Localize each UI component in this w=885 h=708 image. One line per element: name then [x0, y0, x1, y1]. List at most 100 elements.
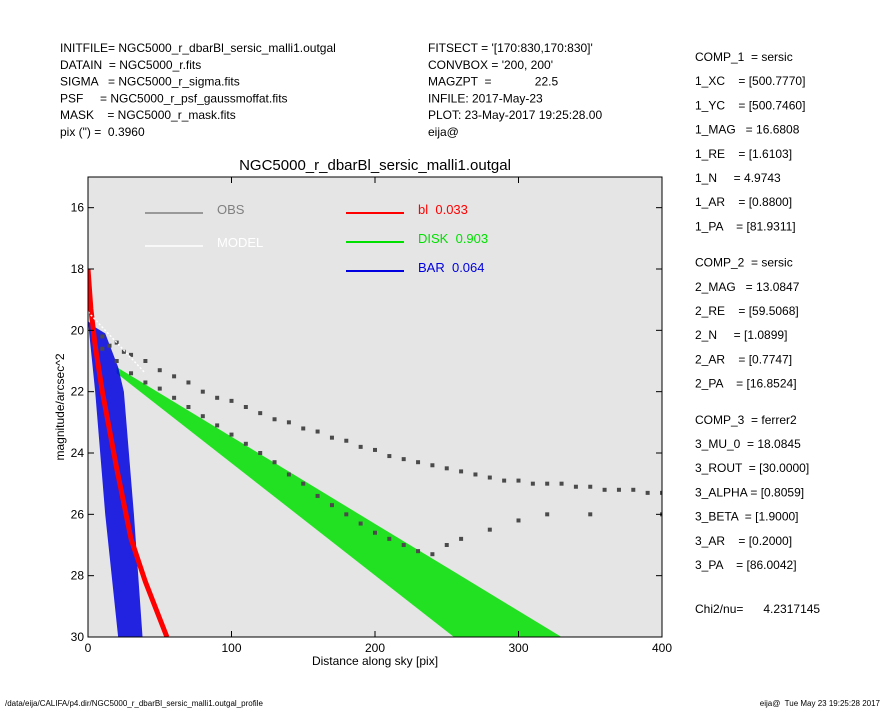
legend-fraction: 0.903 [456, 231, 489, 246]
component-param: 3_BETA = [1.9000] [695, 510, 799, 524]
obs-point [215, 423, 220, 428]
obs-point [602, 487, 607, 492]
obs-point [444, 543, 449, 547]
y-tick-label: 20 [71, 323, 85, 337]
component-param: 3_ROUT = [30.0000] [695, 461, 809, 475]
obs-point [100, 346, 105, 351]
obs-point [157, 386, 162, 391]
obs-point [545, 481, 550, 486]
obs-point [243, 441, 248, 446]
header-line: PLOT: 23-May-2017 19:25:28.00 [428, 108, 602, 122]
component-param: 2_MAG = 13.0847 [695, 280, 800, 294]
obs-point [121, 349, 126, 354]
obs-point [344, 512, 349, 517]
obs-point [143, 359, 148, 363]
header-line: INITFILE= NGC5000_r_dbarBl_sersic_malli1… [60, 41, 336, 55]
obs-point [286, 420, 291, 425]
y-tick-label: 22 [71, 385, 85, 399]
component-param: COMP_2 = sersic [695, 256, 793, 270]
x-tick-label: 100 [221, 641, 241, 655]
obs-point [129, 371, 134, 376]
legend-label: BAR 0.064 [418, 260, 485, 275]
obs-point [100, 334, 105, 339]
obs-point [272, 417, 277, 422]
obs-point [344, 438, 349, 443]
obs-point [487, 475, 492, 480]
x-tick-label: 400 [652, 641, 672, 655]
component-param: COMP_1 = sersic [695, 50, 793, 64]
obs-point [645, 490, 650, 495]
obs-point [631, 487, 636, 492]
chi2: Chi2/nu= 4.2317145 [695, 602, 820, 616]
x-tick-label: 300 [508, 641, 528, 655]
legend-name: BAR [418, 260, 445, 275]
obs-point [459, 469, 464, 474]
obs-point [373, 447, 377, 452]
component-param: 2_AR = [0.7747] [695, 352, 792, 366]
header-line: MASK = NGC5000_r_mask.fits [60, 108, 236, 122]
obs-point [315, 493, 320, 498]
header-line: CONVBOX = '200, 200' [428, 58, 553, 72]
obs-point [358, 444, 363, 449]
obs-point [229, 398, 234, 403]
legend-name: DISK [418, 231, 449, 246]
obs-point [143, 380, 148, 385]
obs-point [358, 521, 363, 526]
obs-point [660, 490, 662, 495]
legend-fraction: 0.064 [452, 260, 485, 275]
obs-point [186, 405, 191, 409]
component-param: 1_YC = [500.7460] [695, 98, 805, 112]
component-param: 1_AR = [0.8800] [695, 195, 792, 209]
header-line: pix (") = 0.3960 [60, 125, 145, 139]
y-tick-label: 18 [71, 262, 85, 276]
y-tick-label: 26 [71, 507, 85, 521]
obs-point [588, 484, 593, 489]
y-tick-label: 16 [71, 201, 85, 215]
obs-point [616, 487, 621, 492]
obs-point [401, 543, 406, 547]
obs-point [243, 405, 248, 409]
component-param: 2_PA = [16.8524] [695, 377, 797, 391]
plot-content [88, 268, 662, 637]
obs-point [487, 527, 492, 532]
header-line: FITSECT = '[170:830,170:830]' [428, 41, 593, 55]
obs-point [430, 463, 435, 468]
obs-point [573, 484, 578, 489]
obs-point [401, 457, 406, 462]
obs-point [229, 432, 234, 437]
legend-label: MODEL [217, 235, 263, 250]
obs-point [459, 536, 464, 541]
obs-point [530, 481, 535, 486]
x-tick-label: 0 [85, 641, 92, 655]
obs-point [200, 389, 205, 394]
y-tick-label: 24 [71, 446, 85, 460]
legend-name: OBS [217, 202, 245, 217]
obs-point [315, 429, 320, 434]
obs-point [172, 395, 177, 400]
obs-point [114, 359, 119, 363]
component-param: 3_ALPHA = [0.8059] [695, 485, 804, 499]
legend-name: MODEL [217, 235, 263, 250]
obs-point [559, 481, 564, 486]
obs-point [200, 414, 205, 419]
obs-point [286, 472, 291, 477]
component-band [116, 367, 562, 637]
obs-point [129, 352, 134, 357]
obs-point [258, 411, 263, 416]
obs-point [502, 478, 507, 483]
legend-fraction: 0.033 [435, 202, 468, 217]
obs-point [157, 368, 162, 373]
legend-label: DISK 0.903 [418, 231, 488, 246]
header-line: MAGZPT = 22.5 [428, 75, 558, 89]
header-line: SIGMA = NGC5000_r_sigma.fits [60, 75, 240, 89]
obs-point [329, 503, 334, 508]
component-param: 1_MAG = 16.6808 [695, 123, 800, 137]
obs-point [186, 380, 191, 385]
header-line: INFILE: 2017-May-23 [428, 91, 543, 105]
obs-point [215, 395, 220, 400]
component-param: 3_AR = [0.2000] [695, 534, 792, 548]
header-line: DATAIN = NGC5000_r.fits [60, 58, 201, 72]
y-axis-label: magnitude/arcsec^2 [53, 353, 67, 460]
header-line: PSF = NGC5000_r_psf_gaussmoffat.fits [60, 91, 288, 105]
